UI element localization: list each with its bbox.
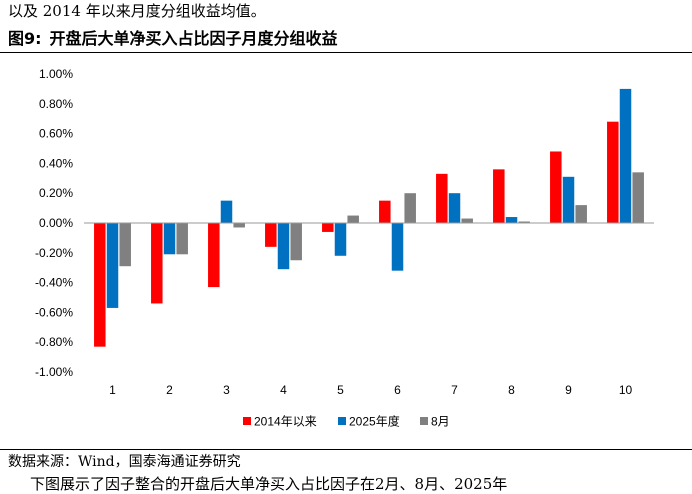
bar-2-2 <box>163 223 176 255</box>
data-source: 数据来源：Wind，国泰海通证券研究 <box>8 454 241 470</box>
legend-swatch <box>243 417 251 425</box>
bar-3-8 <box>518 221 530 223</box>
intro-text: 以及 2014 年以来月度分组收益均值。 <box>8 2 266 20</box>
x-tick-label: 2 <box>166 383 173 397</box>
x-tick-label: 6 <box>394 383 401 397</box>
x-tick-label: 5 <box>337 383 344 397</box>
bar-2-4 <box>277 223 290 270</box>
figure-number: 图9: <box>8 29 42 48</box>
bar-3-10 <box>632 172 644 223</box>
bar-1-8 <box>493 169 505 223</box>
x-tick-label: 8 <box>508 383 515 397</box>
bar-3-1 <box>119 223 131 267</box>
y-tick-label: -1.00% <box>35 365 73 379</box>
bar-1-1 <box>94 223 106 347</box>
x-tick-label: 3 <box>223 383 230 397</box>
bar-2-8 <box>505 217 518 223</box>
bar-1-3 <box>208 223 220 288</box>
legend-swatch <box>338 417 346 425</box>
y-tick-label: 0.40% <box>39 156 73 170</box>
x-tick-label: 7 <box>451 383 458 397</box>
x-tick-label: 4 <box>280 383 287 397</box>
legend-label: 8月 <box>431 415 450 429</box>
y-axis: 1.00% 0.80% 0.60% 0.40% 0.20% 0.00% -0.20% -0.4… <box>35 67 73 379</box>
bar-3-7 <box>461 218 473 223</box>
source-divider <box>0 449 692 450</box>
y-tick-label: -0.80% <box>35 335 73 349</box>
x-tick-label: 10 <box>619 383 633 397</box>
x-tick-label: 9 <box>565 383 572 397</box>
figure-title: 图9: 开盘后大单净买入占比因子月度分组收益 <box>8 28 684 50</box>
title-divider <box>0 52 692 53</box>
y-tick-label: 1.00% <box>39 67 73 81</box>
bar-1-4 <box>265 223 277 247</box>
bar-1-2 <box>151 223 163 304</box>
y-tick-label: 0.60% <box>39 127 73 141</box>
y-tick-label: -0.40% <box>35 276 73 290</box>
bar-2-10 <box>619 88 632 224</box>
legend-swatch <box>420 417 428 425</box>
x-axis: 1 2 3 4 5 6 7 8 9 10 <box>84 222 654 397</box>
y-tick-label: -0.60% <box>35 305 73 319</box>
bar-2-6 <box>391 223 404 271</box>
bar-chart: 1.00% 0.80% 0.60% 0.40% 0.20% 0.00% -0.20% -0.4… <box>35 67 654 429</box>
bar-2-5 <box>334 223 347 256</box>
legend: 2014年以来 2025年度 8月 <box>243 414 450 429</box>
bar-2-9 <box>562 176 575 223</box>
bar-3-5 <box>347 215 359 223</box>
bar-1-10 <box>607 121 619 223</box>
bar-3-9 <box>575 205 587 223</box>
x-tick-label: 1 <box>109 383 116 397</box>
figure-title-text: 开盘后大单净买入占比因子月度分组收益 <box>49 29 338 48</box>
bar-1-5 <box>322 223 334 232</box>
bar-1-7 <box>436 173 448 223</box>
bar-3-2 <box>176 223 188 255</box>
bar-1-9 <box>550 151 562 223</box>
y-tick-label: 0.00% <box>39 216 73 230</box>
bar-2-1 <box>106 223 119 308</box>
bar-1-6 <box>379 200 391 223</box>
y-tick-label: 0.80% <box>39 97 73 111</box>
y-tick-label: 0.20% <box>39 186 73 200</box>
y-tick-label: -0.20% <box>35 246 73 260</box>
bar-3-3 <box>233 223 245 228</box>
legend-label: 2014年以来 <box>254 415 317 429</box>
bar-series <box>94 88 644 347</box>
legend-label: 2025年度 <box>349 414 400 429</box>
bar-2-3 <box>220 200 233 223</box>
body-text-continued: 下图展示了因子整合的开盘后大单净买入占比因子在2月、8月、2025年 <box>30 475 508 493</box>
bar-2-7 <box>448 193 461 223</box>
bar-3-4 <box>290 223 302 261</box>
bar-3-6 <box>404 193 416 223</box>
